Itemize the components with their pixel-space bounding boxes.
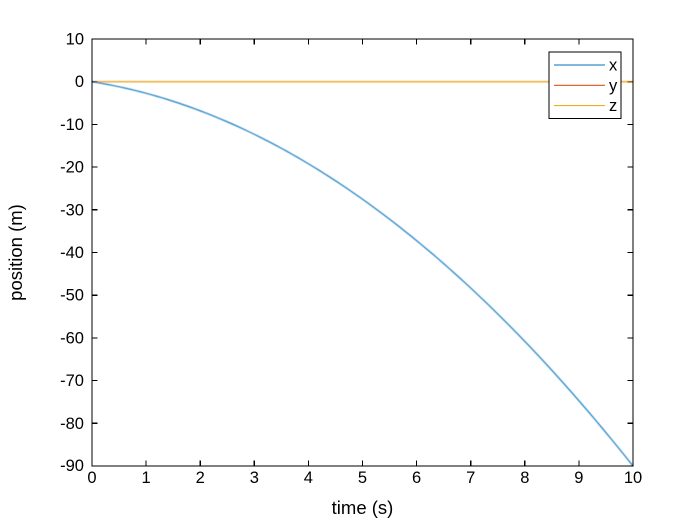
svg-text:time (s): time (s) bbox=[332, 497, 394, 518]
svg-text:4: 4 bbox=[304, 469, 313, 487]
svg-text:8: 8 bbox=[520, 469, 529, 487]
svg-text:5: 5 bbox=[358, 469, 367, 487]
svg-text:-70: -70 bbox=[60, 372, 84, 390]
svg-text:-60: -60 bbox=[60, 329, 84, 347]
svg-text:x: x bbox=[609, 57, 618, 75]
svg-text:3: 3 bbox=[250, 469, 259, 487]
svg-text:10: 10 bbox=[66, 31, 84, 49]
svg-text:10: 10 bbox=[624, 469, 642, 487]
svg-text:7: 7 bbox=[466, 469, 475, 487]
svg-text:1: 1 bbox=[142, 469, 151, 487]
svg-text:-80: -80 bbox=[60, 415, 84, 433]
svg-text:2: 2 bbox=[196, 469, 205, 487]
svg-text:-20: -20 bbox=[60, 159, 84, 177]
svg-text:9: 9 bbox=[574, 469, 583, 487]
svg-text:6: 6 bbox=[412, 469, 421, 487]
svg-text:-30: -30 bbox=[60, 201, 84, 219]
svg-text:-50: -50 bbox=[60, 287, 84, 305]
svg-text:z: z bbox=[609, 97, 617, 115]
svg-text:-40: -40 bbox=[60, 244, 84, 262]
svg-text:-90: -90 bbox=[60, 457, 84, 475]
svg-text:y: y bbox=[609, 77, 618, 95]
svg-text:-10: -10 bbox=[60, 116, 84, 134]
svg-text:position (m): position (m) bbox=[5, 204, 26, 301]
svg-text:0: 0 bbox=[75, 73, 84, 91]
svg-text:0: 0 bbox=[87, 469, 96, 487]
